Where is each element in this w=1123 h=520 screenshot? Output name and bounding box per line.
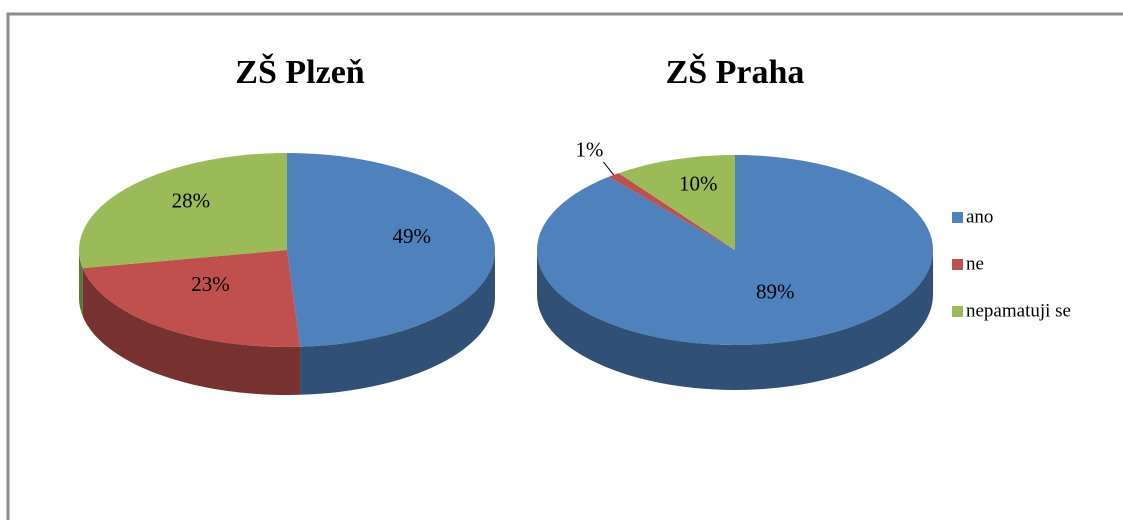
slice [78, 153, 287, 269]
slice [287, 153, 495, 347]
data-label: 23% [191, 272, 230, 296]
slice [537, 155, 933, 346]
data-label: 89% [756, 279, 795, 303]
slice-side [82, 268, 301, 395]
data-label: 49% [392, 224, 431, 248]
leader-line [602, 161, 615, 176]
chart-title: ZŠ Praha [666, 53, 805, 91]
data-label: 10% [679, 172, 718, 196]
legend-swatch [952, 306, 963, 317]
slice-side [79, 250, 83, 317]
data-label: 1% [575, 138, 603, 162]
data-label: 28% [172, 189, 211, 213]
slice-side [300, 250, 495, 395]
slice [608, 173, 735, 250]
slice [82, 250, 301, 347]
legend-label: nepamatuji se [966, 300, 1071, 321]
legend-swatch [952, 259, 963, 270]
chart-title: ZŠ Plzeň [235, 53, 364, 91]
legend-label: ano [966, 206, 993, 227]
slice [618, 155, 735, 250]
slice-side [537, 250, 933, 390]
legend-label: ne [966, 253, 984, 274]
legend-swatch [952, 212, 963, 223]
